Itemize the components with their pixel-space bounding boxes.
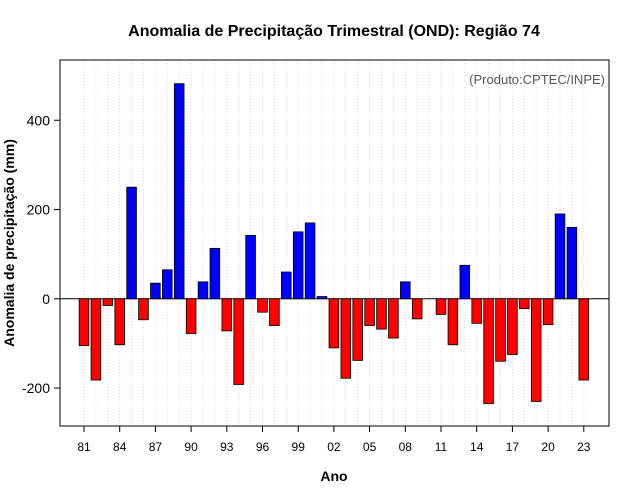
grid-layer (83, 60, 585, 426)
bar-2002 (328, 298, 340, 349)
bar-2013 (459, 264, 471, 300)
bar-2009 (411, 298, 423, 320)
bar-2004 (352, 298, 363, 361)
bar-2015 (483, 298, 494, 405)
x-tick-label: 23 (577, 440, 591, 454)
bar-1997 (269, 298, 280, 326)
bar-1992 (209, 247, 221, 300)
x-tick-label: 14 (470, 440, 484, 454)
x-axis: 81 84 87 90 93 96 99 02 05 08 11 14 17 20 23 (77, 426, 591, 454)
bar-1988 (162, 269, 173, 300)
bar-2008 (400, 281, 411, 300)
x-tick-label: 90 (184, 440, 198, 454)
bar-2003 (340, 298, 352, 379)
x-axis-label: Ano (320, 468, 347, 484)
bar-1986 (138, 298, 149, 321)
bar-2000 (304, 222, 316, 300)
chart-title: Anomalia de Precipitação Trimestral (OND… (128, 23, 540, 40)
x-tick-label: 81 (77, 440, 91, 454)
bar-1995 (245, 235, 256, 300)
bar-2005 (364, 298, 375, 326)
bar-1993 (221, 298, 233, 332)
x-tick-label: 96 (256, 440, 270, 454)
bar-1984 (114, 298, 125, 346)
bar-1991 (197, 281, 209, 300)
y-axis-label: Anomalia de precipitação (mm) (1, 139, 17, 347)
bar-1987 (150, 282, 161, 300)
x-tick-label: 05 (363, 440, 377, 454)
x-tick-label: 11 (435, 440, 448, 454)
x-tick-label: 08 (399, 440, 413, 454)
y-tick-label: 400 (27, 112, 51, 128)
bar-2012 (447, 298, 459, 346)
bar-1998 (281, 271, 292, 300)
bar-1994 (233, 298, 244, 385)
y-axis: -200 0 200 400 (22, 112, 60, 396)
bars-layer (78, 83, 590, 405)
x-tick-label: 20 (541, 440, 555, 454)
x-tick-label: 93 (220, 440, 234, 454)
bar-2007 (388, 298, 399, 339)
bar-2022 (566, 226, 578, 300)
x-tick-label: 84 (113, 440, 127, 454)
bar-2018 (519, 298, 530, 310)
bar-2021 (554, 213, 566, 300)
x-tick-label: 02 (327, 440, 341, 454)
bar-2006 (376, 298, 387, 330)
bar-1985 (126, 186, 137, 300)
bar-1989 (173, 83, 185, 300)
bar-2011 (435, 298, 447, 315)
plot-frame (59, 59, 610, 427)
x-tick-label: 99 (292, 440, 306, 454)
bar-1996 (257, 298, 268, 313)
bar-2016 (495, 298, 506, 362)
bar-2017 (507, 298, 518, 355)
x-tick-label: 17 (506, 440, 520, 454)
bar-2014 (471, 298, 482, 324)
bar-2023 (578, 298, 590, 381)
bar-2001 (316, 296, 328, 300)
y-tick-label: 0 (42, 291, 50, 307)
bar-1981 (78, 298, 90, 347)
bar-2019 (530, 298, 542, 402)
bar-1983 (102, 298, 114, 306)
bar-1990 (185, 298, 197, 335)
x-tick-label: 87 (149, 440, 163, 454)
bar-1999 (292, 231, 304, 300)
bar-2020 (542, 298, 554, 326)
y-tick-label: -200 (22, 380, 50, 396)
y-tick-label: 200 (27, 202, 51, 218)
source-annotation: (Produto:CPTEC/INPE) (469, 72, 605, 87)
bar-1982 (90, 298, 102, 381)
